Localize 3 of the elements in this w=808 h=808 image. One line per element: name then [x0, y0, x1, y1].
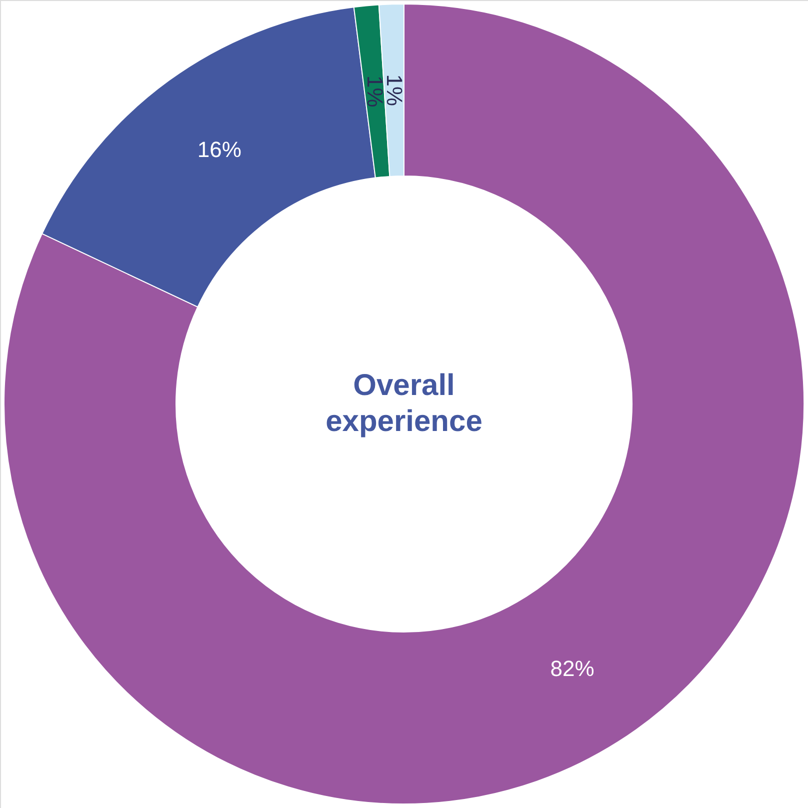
text: Overall experience [326, 369, 482, 438]
data-label: 82% [550, 656, 594, 682]
data-label: 16% [197, 136, 242, 162]
